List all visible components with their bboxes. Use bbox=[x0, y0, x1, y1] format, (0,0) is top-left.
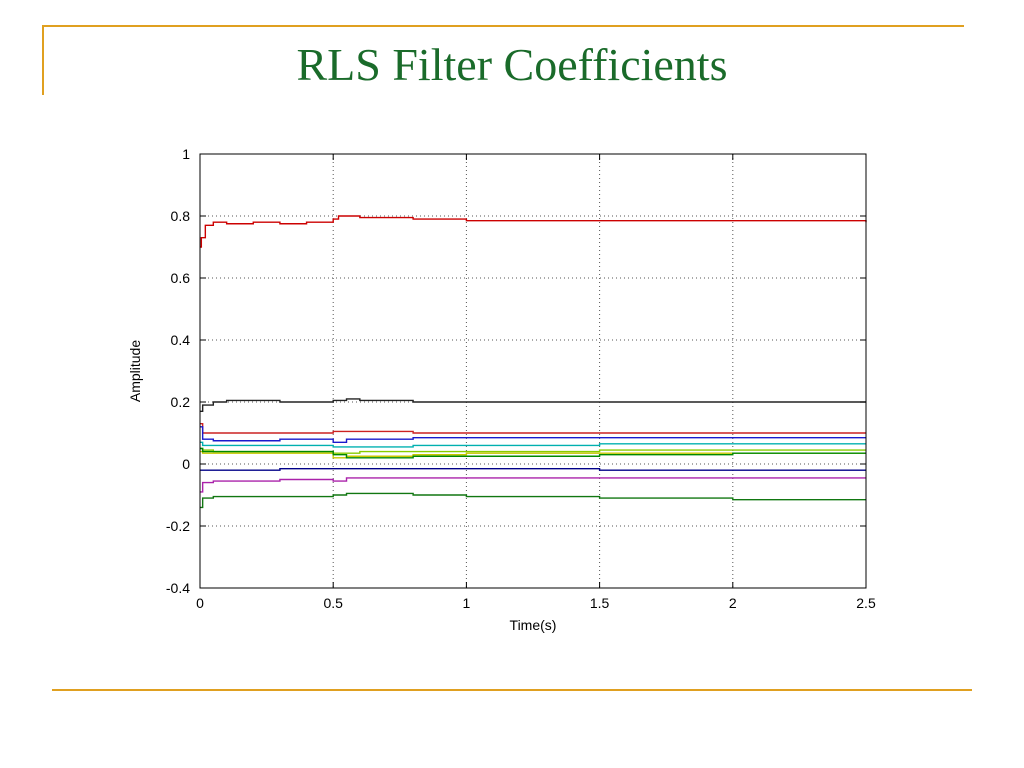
x-tick-label: 0.5 bbox=[323, 595, 343, 611]
series-line-1 bbox=[200, 215, 867, 248]
y-tick-label: 0 bbox=[182, 456, 190, 472]
series-line-5 bbox=[200, 441, 866, 448]
series-line-4 bbox=[200, 426, 866, 443]
y-tick-label: 0.4 bbox=[171, 332, 191, 348]
slide-title: RLS Filter Coefficients bbox=[296, 39, 728, 90]
slide-frame-bottom bbox=[52, 689, 972, 691]
x-tick-label: 1.5 bbox=[590, 595, 610, 611]
x-axis-label: Time(s) bbox=[510, 617, 557, 633]
x-tick-label: 1 bbox=[463, 595, 471, 611]
y-tick-label: 0.2 bbox=[171, 394, 191, 410]
slide-frame-top bbox=[42, 25, 964, 27]
series-line-11 bbox=[200, 492, 866, 509]
y-tick-label: -0.2 bbox=[166, 518, 190, 534]
series-line-10 bbox=[200, 477, 866, 493]
series-line-2 bbox=[200, 398, 866, 412]
series-line-9 bbox=[200, 467, 866, 471]
y-tick-label: 0.8 bbox=[171, 208, 191, 224]
x-tick-label: 0 bbox=[196, 595, 204, 611]
slide-frame-left bbox=[42, 25, 44, 95]
coefficient-chart: 0 0.5 1 1.5 2 2.5 -0.4 -0.2 0 0.2 0.4 0.6 0.8 1 Time(s… bbox=[127, 146, 876, 633]
plot-area bbox=[200, 154, 866, 588]
x-tick-label: 2 bbox=[729, 595, 737, 611]
y-tick-label: 0.6 bbox=[171, 270, 191, 286]
y-tick-label: -0.4 bbox=[166, 580, 190, 596]
y-tick-label: 1 bbox=[182, 146, 190, 162]
axes-box bbox=[199, 153, 867, 589]
x-tick-label: 2.5 bbox=[856, 595, 876, 611]
y-axis-label: Amplitude bbox=[127, 340, 143, 402]
series-line-8 bbox=[200, 447, 866, 459]
